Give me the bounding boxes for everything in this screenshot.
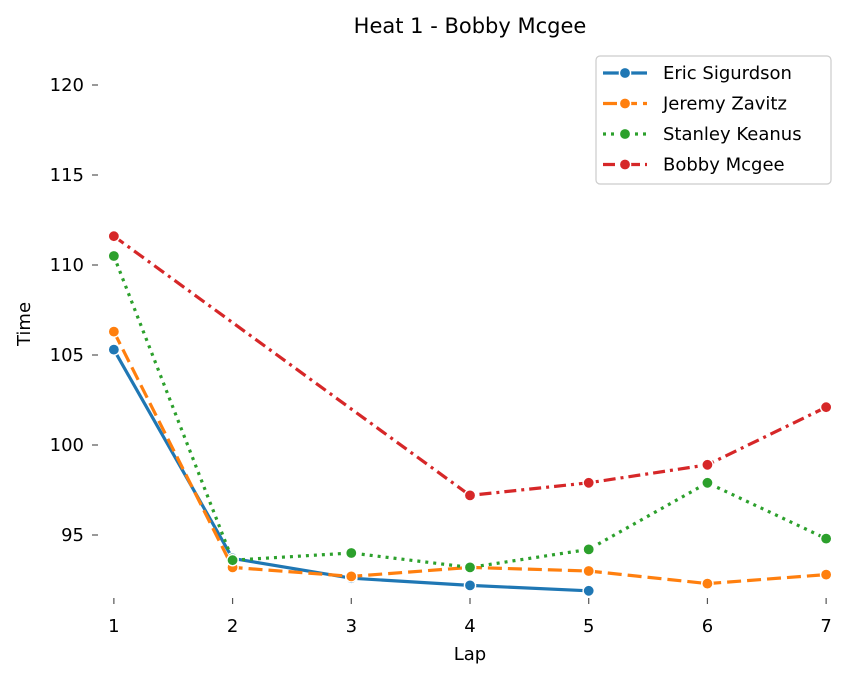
- x-tick-label: 3: [346, 616, 357, 637]
- legend: Eric Sigurdson Jeremy Zavitz Stanley Keanu…: [595, 55, 832, 185]
- series-line: [112, 255, 827, 570]
- data-point: [701, 577, 714, 590]
- x-tick-label: 2: [227, 616, 238, 637]
- data-point: [107, 325, 121, 338]
- data-point: [582, 476, 596, 490]
- legend-marker: [618, 127, 632, 141]
- data-point: [226, 553, 239, 567]
- y-tick-label: 105: [50, 345, 84, 366]
- x-tick-label: 1: [108, 616, 119, 637]
- series-line: [112, 234, 827, 497]
- data-point: [463, 561, 477, 574]
- chart-title: Heat 1 - Bobby Mcgee: [354, 14, 587, 38]
- legend-label: Eric Sigurdson: [663, 63, 792, 84]
- data-point: [582, 543, 596, 556]
- data-point: [582, 564, 596, 578]
- data-point: [107, 249, 121, 263]
- legend-label: Jeremy Zavitz: [662, 94, 787, 115]
- legend-frame: [595, 55, 832, 185]
- data-point: [107, 229, 121, 243]
- y-tick-label: 100: [50, 435, 84, 456]
- y-tick-label: 115: [50, 165, 84, 186]
- data-point: [819, 400, 833, 414]
- y-tick-label: 110: [50, 255, 84, 276]
- data-point: [344, 570, 358, 583]
- y-axis-ticks: 95 100 105 110 115 120: [50, 75, 98, 546]
- data-point: [107, 343, 121, 356]
- data-point: [463, 489, 477, 502]
- data-point: [819, 532, 833, 545]
- data-point: [701, 458, 714, 472]
- legend-label: Bobby Mcgee: [663, 155, 785, 176]
- series-jeremy-zavitz: [107, 325, 833, 590]
- x-tick-label: 6: [702, 616, 713, 637]
- legend-marker: [618, 97, 632, 110]
- series-layer: [107, 229, 833, 598]
- y-axis-label: Time: [14, 302, 35, 347]
- data-point: [463, 579, 477, 592]
- legend-label: Stanley Keanus: [663, 124, 802, 145]
- series-bobby-mcgee: [107, 229, 833, 502]
- data-point: [582, 584, 596, 598]
- data-point: [344, 546, 358, 560]
- x-tick-label: 7: [820, 616, 831, 637]
- series-stanley-keanus: [107, 249, 833, 574]
- x-axis-label: Lap: [454, 644, 486, 665]
- x-axis-ticks: 1 2 3 4 5 6 7: [108, 598, 832, 637]
- legend-marker: [618, 158, 632, 171]
- y-tick-label: 120: [50, 75, 84, 96]
- data-point: [701, 476, 714, 490]
- legend-marker: [618, 66, 632, 80]
- data-point: [819, 568, 833, 581]
- x-tick-label: 4: [464, 616, 475, 637]
- x-tick-label: 5: [583, 616, 594, 637]
- y-tick-label: 95: [61, 525, 84, 546]
